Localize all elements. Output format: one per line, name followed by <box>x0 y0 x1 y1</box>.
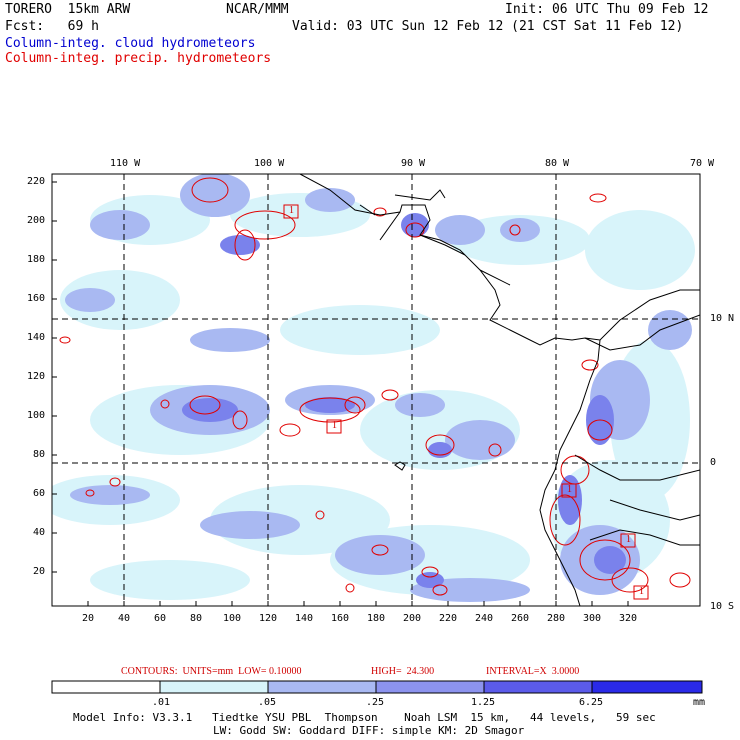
lon-label: 100 W <box>254 158 285 169</box>
box-label: 1 <box>626 534 631 545</box>
x-tick-label: 20 <box>82 613 95 624</box>
colorbar-label: 6.25 <box>579 697 604 708</box>
x-tick-label: 240 <box>475 613 494 624</box>
y-tick-label: 100 <box>27 410 46 421</box>
x-tick-label: 220 <box>439 613 458 624</box>
x-tick-label: 200 <box>403 613 422 624</box>
tick-marks <box>52 181 629 606</box>
x-tick-label: 120 <box>259 613 278 624</box>
x-tick-label: 80 <box>190 613 203 624</box>
y-tick-label: 200 <box>27 215 46 226</box>
graticule <box>52 174 700 606</box>
contour-units: CONTOURS: UNITS=mm LOW= 0.10000 <box>121 666 302 677</box>
x-tick-label: 40 <box>118 613 131 624</box>
coastlines <box>299 174 700 606</box>
lat-label: 0 <box>710 457 717 468</box>
center-title: NCAR/MMM <box>226 2 289 17</box>
x-tick-label: 160 <box>331 613 350 624</box>
y-tick-label: 120 <box>27 371 46 382</box>
colorbar-label: 1.25 <box>471 697 496 708</box>
init-time: Init: 06 UTC Thu 09 Feb 12 <box>505 2 709 17</box>
box-label: 1 <box>567 484 572 495</box>
lat-label: 10 N <box>710 313 735 324</box>
forecast-hour: Fcst: 69 h <box>5 19 99 34</box>
field-cloud-label: Column-integ. cloud hydrometeors <box>5 36 256 51</box>
colorbar-unit: mm <box>693 697 706 708</box>
y-tick-label: 60 <box>33 488 46 499</box>
field-precip-label: Column-integ. precip. hydrometeors <box>5 51 272 66</box>
model-info: Model Info: V3.3.1 Tiedtke YSU PBL Thomp… <box>73 711 656 724</box>
lat-label: 10 S <box>710 601 735 612</box>
lon-label: 70 W <box>690 158 715 169</box>
y-tick-label: 220 <box>27 176 46 187</box>
contour-interval: INTERVAL=X 3.0000 <box>486 666 580 677</box>
label-boxes <box>283 204 649 600</box>
x-tick-label: 280 <box>547 613 566 624</box>
precip-contours <box>59 177 691 596</box>
box-label: 1 <box>289 205 294 216</box>
model-physics: LW: Godd SW: Goddard DIFF: simple KM: 2D… <box>213 724 525 737</box>
colorbar-label: .01 <box>152 697 171 708</box>
y-tick-label: 20 <box>33 566 46 577</box>
model-title: TORERO 15km ARW <box>5 2 131 17</box>
x-tick-label: 140 <box>295 613 314 624</box>
y-tick-label: 140 <box>27 332 46 343</box>
y-tick-label: 40 <box>33 527 46 538</box>
lon-label: 90 W <box>401 158 426 169</box>
x-tick-label: 180 <box>367 613 386 624</box>
box-label: 1 <box>332 420 337 431</box>
lon-label: 80 W <box>545 158 570 169</box>
y-tick-label: 80 <box>33 449 46 460</box>
valid-time: Valid: 03 UTC Sun 12 Feb 12 (21 CST Sat … <box>292 19 684 34</box>
contour-high: HIGH= 24.300 <box>371 666 435 677</box>
colorbar-label: .25 <box>366 697 385 708</box>
x-tick-label: 320 <box>619 613 638 624</box>
lon-label: 110 W <box>110 158 141 169</box>
x-tick-label: 300 <box>583 613 602 624</box>
y-tick-label: 160 <box>27 293 46 304</box>
box-label: 1 <box>639 586 644 597</box>
x-tick-label: 100 <box>223 613 242 624</box>
x-tick-label: 60 <box>154 613 167 624</box>
x-tick-label: 260 <box>511 613 530 624</box>
colorbar-label: .05 <box>258 697 277 708</box>
y-tick-label: 180 <box>27 254 46 265</box>
